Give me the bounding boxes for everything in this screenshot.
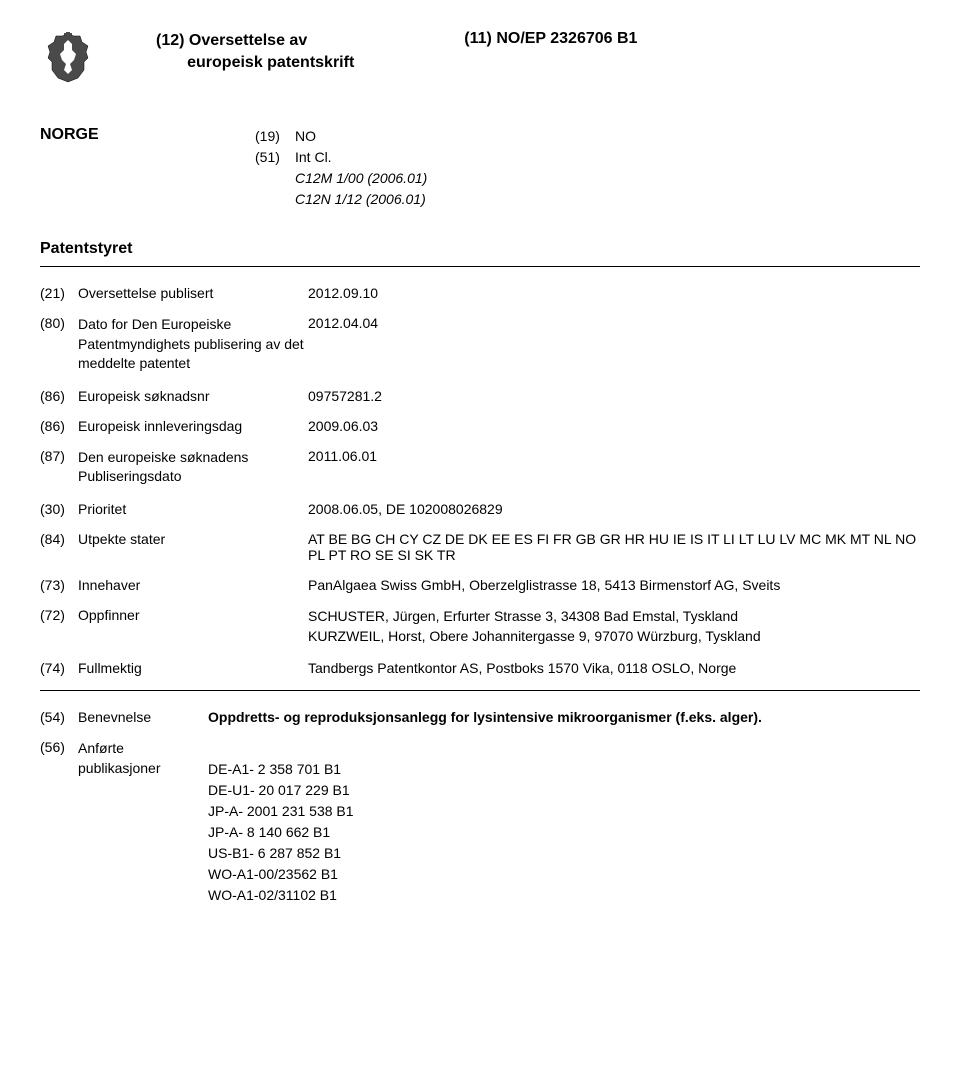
value-21: 2012.09.10	[308, 285, 920, 301]
code-19: (19)	[255, 126, 295, 147]
code-72: (72)	[40, 607, 78, 623]
value-72: SCHUSTER, Jürgen, Erfurter Strasse 3, 34…	[308, 607, 920, 646]
label-56: Anførte publikasjoner	[78, 739, 208, 778]
label-80: Dato for Den Europeiske Patentmyndighets…	[78, 315, 308, 374]
title-section: (12) Oversettelse av europeisk patentskr…	[156, 30, 920, 75]
code-86b: (86)	[40, 418, 78, 434]
value-86b: 2009.06.03	[308, 418, 920, 434]
office-label: Patentstyret	[40, 240, 920, 258]
cited-pub: JP-A- 8 140 662 B1	[208, 822, 920, 843]
value-87: 2011.06.01	[308, 448, 377, 464]
code-73: (73)	[40, 577, 78, 593]
code-87: (87)	[40, 448, 78, 464]
code-80: (80)	[40, 315, 78, 331]
code-84: (84)	[40, 531, 78, 547]
inventor-2: KURZWEIL, Horst, Obere Johannitergasse 9…	[308, 627, 920, 647]
value-30: 2008.06.05, DE 102008026829	[308, 501, 920, 517]
field-56: (56) Anførte publikasjoner DE-A1- 2 358 …	[40, 739, 920, 906]
label-73: Innehaver	[78, 577, 308, 593]
field-73: (73) Innehaver PanAlgaea Swiss GmbH, Obe…	[40, 577, 920, 593]
cited-pub: JP-A- 2001 231 538 B1	[208, 801, 920, 822]
country-classification-row: NORGE (19) NO (51) Int Cl. C12M 1/00 (20…	[40, 126, 920, 210]
field-84: (84) Utpekte stater AT BE BG CH CY CZ DE…	[40, 531, 920, 563]
norwegian-crest-icon	[40, 30, 96, 86]
field-87: (87) Den europeiske søknadens Publiserin…	[40, 448, 920, 487]
label-87: Den europeiske søknadens Publiseringsdat…	[78, 448, 308, 487]
field-86b: (86) Europeisk innleveringsdag 2009.06.0…	[40, 418, 920, 434]
publication-number: (11) NO/EP 2326706 B1	[464, 30, 637, 48]
divider	[40, 690, 920, 691]
field-30: (30) Prioritet 2008.06.05, DE 1020080268…	[40, 501, 920, 517]
value-86a: 09757281.2	[308, 388, 920, 404]
code-54: (54)	[40, 709, 78, 725]
document-type: (12) Oversettelse av europeisk patentskr…	[156, 30, 354, 75]
cited-pub: DE-U1- 20 017 229 B1	[208, 780, 920, 801]
code-51: (51)	[255, 147, 295, 168]
document-header: (12) Oversettelse av europeisk patentskr…	[40, 30, 920, 86]
label-21: Oversettelse publisert	[78, 285, 308, 301]
label-84: Utpekte stater	[78, 531, 308, 547]
code-11: (11)	[464, 30, 492, 47]
country-code-value: NO	[295, 126, 427, 147]
cited-pub: DE-A1- 2 358 701 B1	[208, 759, 920, 780]
label-86a: Europeisk søknadsnr	[78, 388, 308, 404]
code-86a: (86)	[40, 388, 78, 404]
pub-number-value: NO/EP 2326706 B1	[496, 30, 637, 47]
value-74: Tandbergs Patentkontor AS, Postboks 1570…	[308, 660, 920, 676]
inventor-1: SCHUSTER, Jürgen, Erfurter Strasse 3, 34…	[308, 607, 920, 627]
code-74: (74)	[40, 660, 78, 676]
value-73: PanAlgaea Swiss GmbH, Oberzelglistrasse …	[308, 577, 920, 593]
value-54: Oppdretts- og reproduksjonsanlegg for ly…	[208, 709, 920, 725]
value-80-wrap: 2012.04.04	[308, 315, 920, 331]
value-80: 2012.04.04	[308, 315, 378, 331]
value-56: DE-A1- 2 358 701 B1 DE-U1- 20 017 229 B1…	[208, 739, 920, 906]
label-72: Oppfinner	[78, 607, 308, 623]
value-87-wrap: 2011.06.01	[308, 448, 920, 464]
ipc-class-1: C12M 1/00 (2006.01)	[295, 168, 427, 189]
title-line1: Oversettelse av	[189, 32, 307, 49]
title-line2: europeisk patentskrift	[187, 54, 354, 71]
label-30: Prioritet	[78, 501, 308, 517]
divider	[40, 266, 920, 267]
cited-pub: WO-A1-00/23562 B1	[208, 864, 920, 885]
field-54: (54) Benevnelse Oppdretts- og reproduksj…	[40, 709, 920, 725]
cited-pub: WO-A1-02/31102 B1	[208, 885, 920, 906]
field-80: (80) Dato for Den Europeiske Patentmyndi…	[40, 315, 920, 374]
cited-pub: US-B1- 6 287 852 B1	[208, 843, 920, 864]
country-label: NORGE	[40, 126, 255, 144]
code-30: (30)	[40, 501, 78, 517]
field-86a: (86) Europeisk søknadsnr 09757281.2	[40, 388, 920, 404]
field-74: (74) Fullmektig Tandbergs Patentkontor A…	[40, 660, 920, 676]
code-21: (21)	[40, 285, 78, 301]
value-84: AT BE BG CH CY CZ DE DK EE ES FI FR GB G…	[308, 531, 920, 563]
classification-block: (19) NO (51) Int Cl. C12M 1/00 (2006.01)…	[255, 126, 427, 210]
code-56: (56)	[40, 739, 78, 755]
label-74: Fullmektig	[78, 660, 308, 676]
field-21: (21) Oversettelse publisert 2012.09.10	[40, 285, 920, 301]
field-72: (72) Oppfinner SCHUSTER, Jürgen, Erfurte…	[40, 607, 920, 646]
int-cl-label: Int Cl.	[295, 147, 427, 168]
label-86b: Europeisk innleveringsdag	[78, 418, 308, 434]
ipc-class-2: C12N 1/12 (2006.01)	[295, 189, 427, 210]
label-54: Benevnelse	[78, 709, 208, 725]
code-12: (12)	[156, 32, 184, 49]
